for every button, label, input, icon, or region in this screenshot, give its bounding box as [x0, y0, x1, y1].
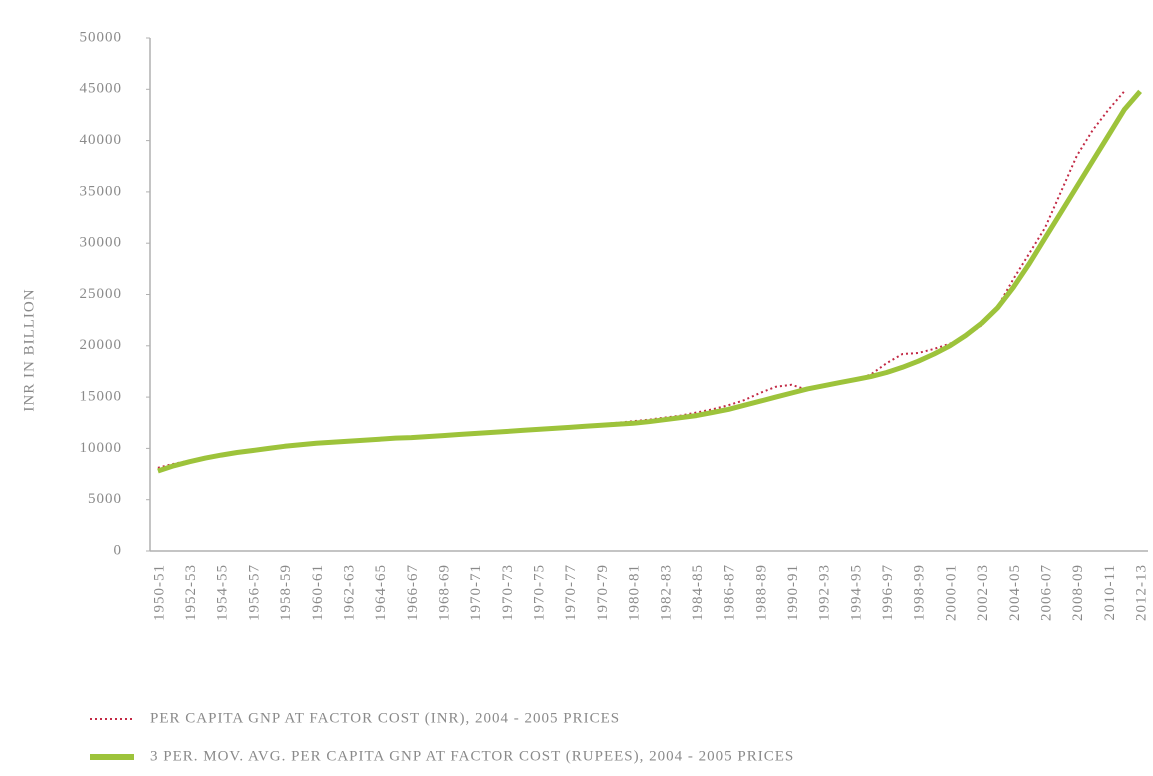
y-axis-label: INR IN BILLION — [21, 288, 37, 411]
x-tick-label: 1966-67 — [405, 564, 421, 621]
y-tick-label: 10000 — [80, 440, 123, 456]
x-tick-label: 1998-99 — [912, 564, 928, 621]
x-tick-label: 1992-93 — [817, 564, 833, 621]
x-tick-label: 2010-11 — [1102, 564, 1118, 620]
x-tick-label: 2002-03 — [975, 564, 991, 621]
x-tick-label: 2006-07 — [1038, 564, 1054, 621]
x-tick-label: 1988-89 — [753, 564, 769, 621]
x-tick-label: 1968-69 — [437, 564, 453, 621]
x-tick-label: 1952-53 — [183, 564, 199, 621]
x-tick-label: 1996-97 — [880, 564, 896, 621]
y-tick-label: 35000 — [80, 183, 123, 199]
series-line — [157, 89, 1142, 474]
y-tick-label: 30000 — [80, 235, 123, 251]
legend-label: PER CAPITA GNP AT FACTOR COST (INR), 200… — [150, 710, 620, 726]
y-tick-label: 0 — [114, 542, 123, 558]
x-tick-label: 2000-01 — [943, 564, 959, 621]
x-tick-label: 1954-55 — [215, 564, 231, 621]
x-tick-label: 1970-71 — [468, 564, 484, 621]
legend-label: 3 PER. MOV. AVG. PER CAPITA GNP AT FACTO… — [150, 748, 794, 764]
x-tick-label: 1970-73 — [500, 564, 516, 621]
y-tick-label: 45000 — [80, 81, 123, 97]
x-tick-label: 2012-13 — [1134, 564, 1150, 621]
x-tick-label: 1982-83 — [658, 564, 674, 621]
y-tick-label: 25000 — [80, 286, 123, 302]
x-tick-label: 2004-05 — [1007, 564, 1023, 621]
y-tick-label: 40000 — [80, 132, 123, 148]
x-tick-label: 1980-81 — [627, 564, 643, 621]
x-tick-label: 1990-91 — [785, 564, 801, 621]
y-tick-label: 15000 — [80, 389, 123, 405]
x-tick-label: 1964-65 — [373, 564, 389, 621]
x-tick-label: 1984-85 — [690, 564, 706, 621]
x-tick-label: 1960-61 — [310, 564, 326, 621]
x-tick-label: 1986-87 — [722, 564, 738, 621]
y-tick-label: 50000 — [80, 29, 123, 45]
x-tick-label: 1994-95 — [848, 564, 864, 621]
x-tick-label: 1970-75 — [532, 564, 548, 621]
x-tick-label: 1962-63 — [341, 564, 357, 621]
x-tick-label: 1970-77 — [563, 564, 579, 621]
x-tick-label: 1956-57 — [246, 564, 262, 621]
series-line — [157, 90, 1125, 469]
x-tick-label: 1950-51 — [151, 564, 167, 621]
x-tick-label: 1970-79 — [595, 564, 611, 621]
x-tick-label: 2008-09 — [1070, 564, 1086, 621]
y-tick-label: 5000 — [88, 491, 122, 507]
x-tick-label: 1958-59 — [278, 564, 294, 621]
y-tick-label: 20000 — [80, 337, 123, 353]
